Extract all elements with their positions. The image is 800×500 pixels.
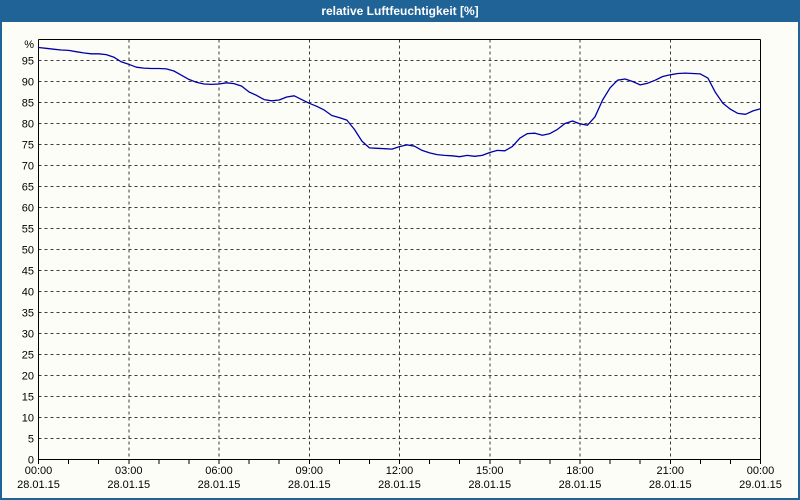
y-tick-label: 25 [22,350,34,362]
y-tick-label: 80 [22,119,34,131]
y-tick-label: 70 [22,161,34,173]
y-tick-label: 65 [22,182,34,194]
y-tick-label: 10 [22,413,34,425]
humidity-line-chart: 05101520253035404550556065707580859095%0… [17,38,782,491]
x-tick-date-label: 28.01.15 [468,479,511,491]
humidity-series-line [37,46,762,158]
x-tick-date-label: 28.01.15 [378,479,421,491]
y-tick-label: 55 [22,224,34,236]
x-tick-time-label: 03:00 [115,465,143,477]
y-tick-label: 30 [22,329,34,341]
x-tick-time-label: 21:00 [656,465,684,477]
y-tick-label: 75 [22,140,34,152]
x-tick-date-label: 28.01.15 [649,479,692,491]
y-tick-label: 0 [28,455,34,467]
y-tick-label: 50 [22,245,34,257]
x-tick-date-label: 28.01.15 [17,479,60,491]
x-tick-time-label: 18:00 [566,465,594,477]
y-tick-label: 85 [22,98,34,110]
y-tick-label: 45 [22,266,34,278]
y-tick-label: 5 [28,434,34,446]
chart-titlebar: relative Luftfeuchtigkeit [%] [2,0,798,22]
x-tick-date-label: 28.01.15 [288,479,331,491]
y-axis-labels: 0 5 10 15 20 25 30 35 40 45 50 55 60 65 70 75 80 85 90 95% [22,39,34,467]
y-tick-label: 20 [22,371,34,383]
x-axis-labels: 00:00 28.01.15 03:00 28.01.15 06:00 28.01.15 0… [17,465,782,491]
x-tick-date-label: 28.01.15 [198,479,241,491]
x-tick-time-label: 00:00 [25,465,53,477]
x-tick-date-label: 28.01.15 [559,479,602,491]
x-tick-time-label: 12:00 [386,465,414,477]
y-tick-label: 40 [22,287,34,299]
x-tick-time-label: 06:00 [205,465,233,477]
series-group [37,46,762,158]
y-tick-label: 15 [22,392,34,404]
x-axis-ticks [38,459,761,464]
x-tick-time-label: 09:00 [295,465,323,477]
x-tick-time-label: 00:00 [747,465,775,477]
chart-area: 0 5 10 15 20 25 30 35 40 45 50 55 60 65 70 75 80 85 90 95% 0… [2,22,798,498]
chart-title: relative Luftfeuchtigkeit [%] [321,4,479,18]
gridlines [38,39,761,460]
y-axis-unit-label: % [24,39,34,51]
y-tick-label: 35 [22,308,34,320]
y-tick-label: 60 [22,203,34,215]
x-tick-date-label: 28.01.15 [107,479,150,491]
x-tick-time-label: 15:00 [476,465,504,477]
y-tick-label: 90 [22,77,34,89]
y-tick-label: 95 [22,56,34,68]
x-tick-date-label: 29.01.15 [739,479,782,491]
